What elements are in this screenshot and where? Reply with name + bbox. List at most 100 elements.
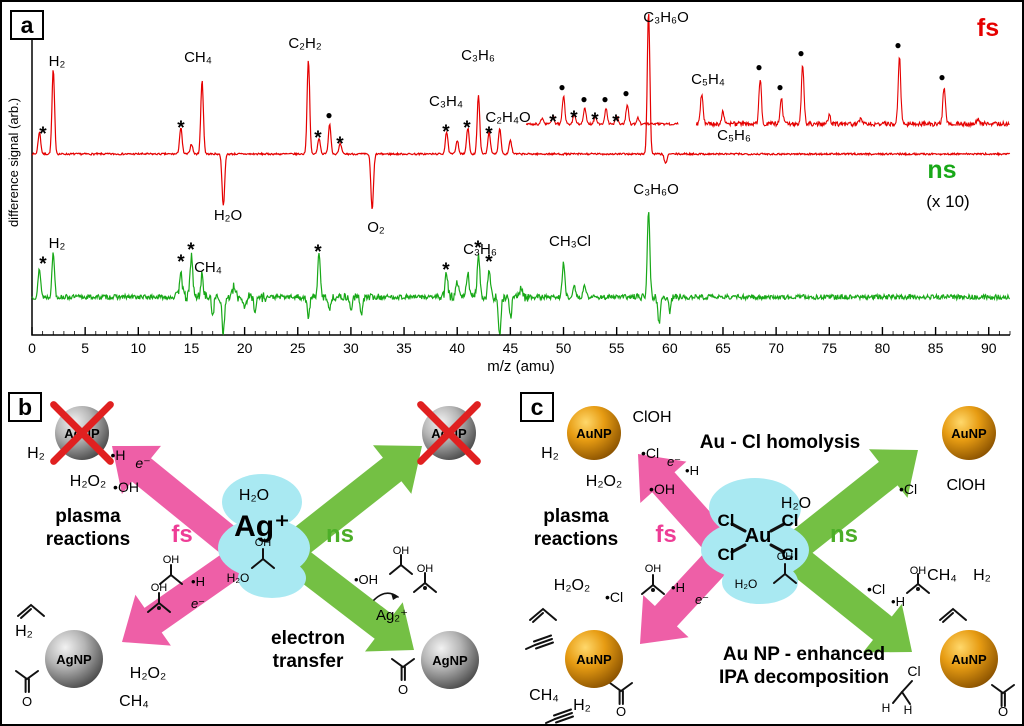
radical-structure [413,572,437,593]
x-tick-label: 25 [290,340,306,356]
dot-marker: ● [558,80,565,94]
diagram-label: Ag⁺ [234,510,290,543]
nanoparticle-label: AuNP [951,426,987,441]
alkyne-structure [545,708,574,724]
peak-label: C₂H₂ [288,35,321,52]
diagram-label: e⁻ [191,596,205,611]
curve-arrow-structure [373,592,399,601]
diagram-label: •Cl [867,581,885,597]
diagram-label: H₂ [15,623,33,640]
diagram-label: OH [393,545,410,557]
diagram-label: CH₄ [927,567,957,584]
fs-up-arrow [112,445,250,562]
ns-down-arrow [284,546,414,652]
peak-label: C₃H₆ [463,241,497,258]
asterisk-marker: * [570,108,578,129]
propene-structure [17,603,45,619]
dot-marker: ● [755,60,762,74]
isopropanol-structure [773,563,797,584]
gold-nanoparticle [940,630,998,688]
asterisk-marker: * [39,254,47,275]
nanoparticle-label: AgNP [432,653,468,668]
diagram-label: H₂ [973,567,991,584]
diagram-label: CH₄ [119,693,149,710]
diagram-label: transfer [273,651,344,672]
diagram-label: •OH [113,479,139,495]
diagram-label: reactions [534,529,618,550]
diagram-label: OH [777,551,794,563]
trace-ns [31,212,1011,336]
fs-down-arrow [640,547,731,644]
asterisk-marker: * [474,238,482,259]
diagram-label: plasma [543,506,609,527]
diagram-label: •H [110,447,125,463]
asterisk-marker: * [485,124,493,145]
nanoparticle-label: AuNP [576,652,612,667]
gold-nanoparticle [567,406,621,460]
x-tick-label: 0 [28,340,36,356]
aucl4-structure [730,522,786,554]
diagram-label: OH [910,565,927,577]
solvent-blob [722,560,798,604]
diagram-label: •H [685,463,699,478]
diagram-label: Ag₂⁺ [376,607,408,624]
diagram-label: O [398,682,408,697]
asterisk-marker: * [177,118,185,139]
diagram-label: H₂O [781,495,811,512]
peak-label: CH₄ [194,259,222,276]
acetone-structure [391,658,415,681]
x-tick-label: 10 [131,340,147,356]
dot-marker: ● [894,38,901,52]
diagram-label: H [882,701,891,715]
diagram-label: Au NP - enhanced [723,644,885,665]
diagram-label: reactions [46,529,130,550]
diagram-label: CH₄ [529,687,559,704]
diagram-label: OH [151,582,168,594]
acetone-structure [15,670,39,693]
peak-label: fs [977,14,999,42]
diagram-label: O [616,704,626,719]
x-tick-label: 65 [715,340,731,356]
diagram-label: O [22,694,32,709]
diagram-label: e⁻ [695,592,709,607]
radical-structure [147,592,171,613]
diagram-label: •H [191,574,205,589]
diagram-label: OH [163,554,180,566]
diagram-label: electron [271,628,345,649]
diagram-label: H₂ [27,445,45,462]
panel-a-letter: a [10,10,44,40]
diagram-label: H₂ [573,697,591,714]
dot-marker: ● [776,80,783,94]
y-axis-title: difference signal (arb.) [6,98,21,227]
silver-nanoparticle [421,631,479,689]
diagram-label: ClOH [632,409,671,426]
dot-marker: ● [580,92,587,106]
x-tick-label: 85 [928,340,944,356]
alkyne-structure [525,634,554,650]
diagram-label: ns [326,521,354,548]
x-tick-label: 70 [768,340,784,356]
x-tick-label: 35 [396,340,412,356]
ns-up-arrow [280,445,422,562]
nanoparticle-label: AuNP [576,426,612,441]
diagram-label: OH [255,537,272,549]
diagram-label: •H [671,580,685,595]
diagram-label: •H [891,594,905,609]
red-cross-icon [50,401,114,465]
dot-marker: ● [325,108,332,122]
diagram-label: H₂O₂ [130,665,166,682]
diagram-label: H₂O [239,487,269,504]
diagram-label: plasma [55,506,121,527]
diagram-label: ns [830,521,858,548]
diagram-label: Cl [718,545,735,564]
dot-marker: ● [622,86,629,100]
x-tick-label: 20 [237,340,253,356]
x-tick-label: 15 [184,340,200,356]
solvent-blob [238,558,306,598]
ns-up-arrow [782,449,918,562]
diagram-label: H₂O₂ [586,473,622,490]
x-tick-label: 90 [981,340,997,356]
chloromethyl-structure [892,680,913,705]
